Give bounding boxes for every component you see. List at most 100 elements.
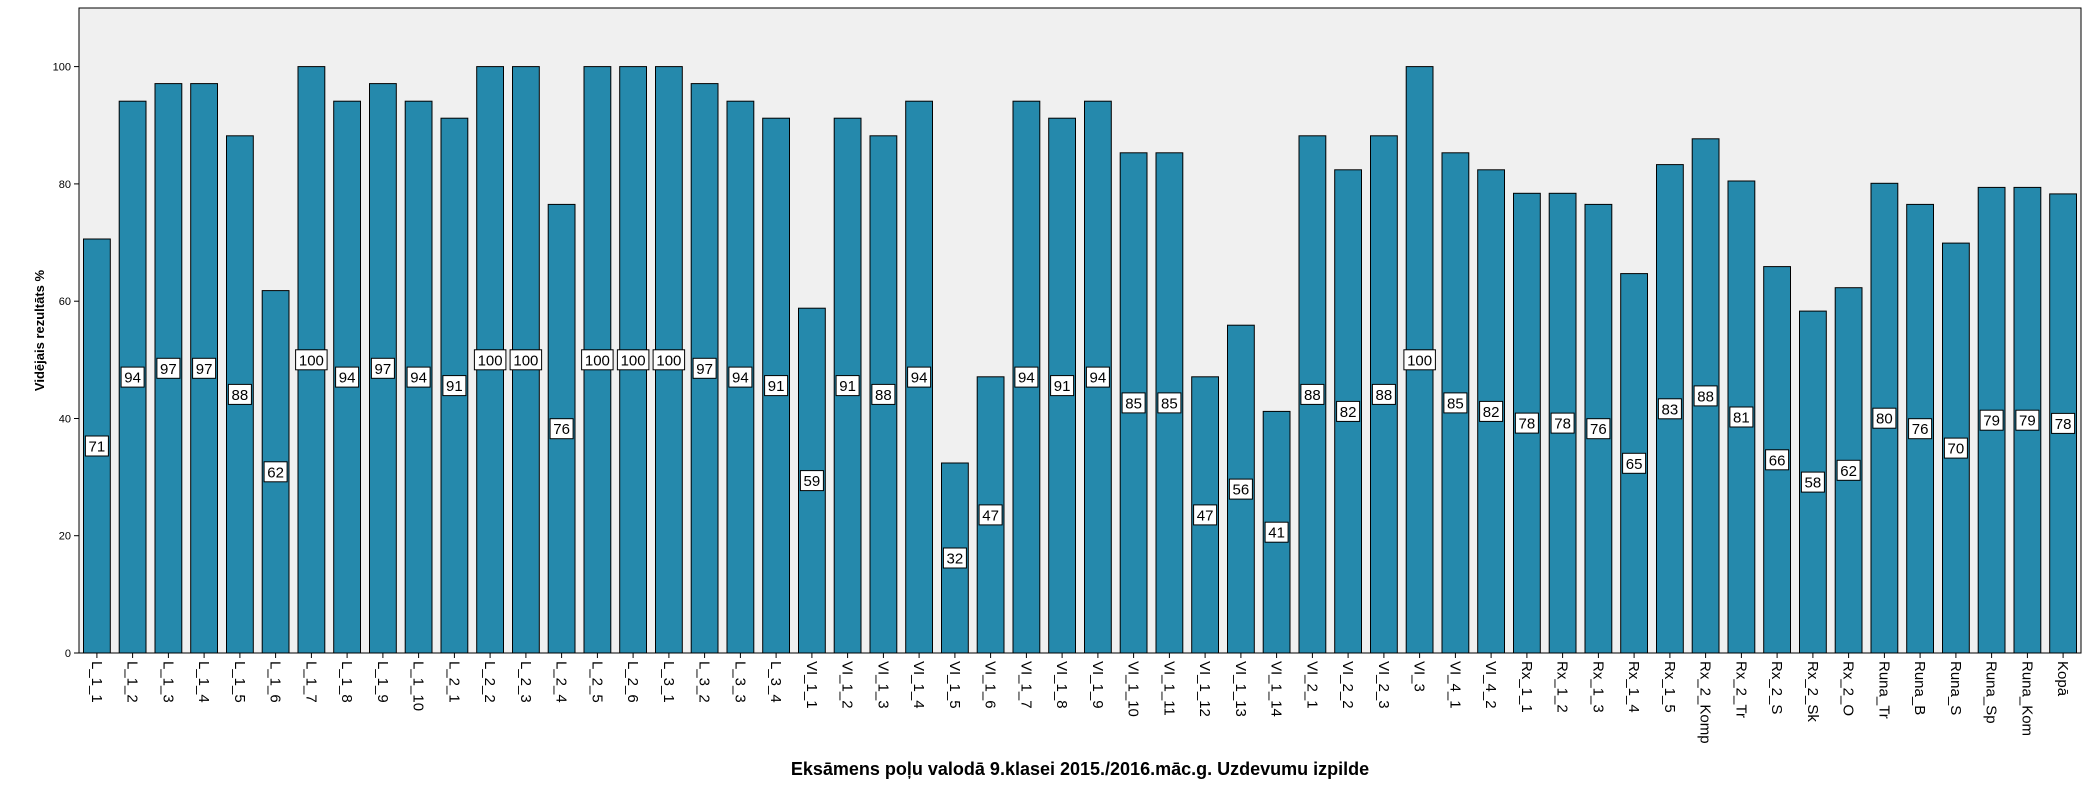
- data-label-L_3_2: 97: [696, 361, 713, 378]
- x-tick-label-Kopā: Kopā: [2054, 661, 2071, 697]
- x-tick-label-L_3_1: L_3_1: [660, 661, 677, 703]
- data-label-VI_4_2: 82: [1483, 404, 1500, 421]
- x-tick-label-VI_1_3: VI_1_3: [874, 661, 891, 709]
- x-tick-label-L_2_2: L_2_2: [481, 661, 498, 703]
- data-label-L_1_10: 94: [410, 370, 427, 387]
- x-tick-label-Rx_1_3: Rx_1_3: [1589, 661, 1606, 713]
- y-tick-label-100: 100: [53, 62, 71, 74]
- x-axis: L_1_1 L_1_2 L_1_3 L_1_4 L_1_5 L_1_6 L_1_7 L_1_8…: [88, 653, 2071, 744]
- data-label-box-VI_1_3: [871, 383, 896, 405]
- x-tick-label-VI_2_1: VI_2_1: [1303, 661, 1320, 709]
- data-label-Rx_2_Tr: 81: [1733, 410, 1750, 427]
- data-label-Rx_1_1: 78: [1519, 416, 1536, 433]
- data-label-box-Runa_Tr: [1872, 407, 1897, 429]
- data-label-VI_2_2: 82: [1340, 404, 1357, 421]
- data-label-L_3_3: 94: [732, 370, 749, 387]
- data-label-box-L_1_2: [120, 366, 145, 388]
- data-label-VI_1_1: 59: [804, 473, 821, 490]
- data-label-Rx_1_4: 65: [1626, 456, 1643, 473]
- data-label-box-VI_1_12: [1193, 504, 1218, 526]
- data-label-box-L_2_1: [442, 375, 467, 397]
- data-label-box-L_1_6: [263, 461, 288, 483]
- data-label-Runa_B: 76: [1912, 421, 1929, 438]
- data-labels-layer: 71 94 97 97 88 62 100 94 97 94 91 100 100 76 100 100 100…: [84, 349, 2076, 569]
- data-label-box-Rx_1_4: [1622, 452, 1647, 474]
- x-tick-label-VI_1_8: VI_1_8: [1053, 661, 1070, 709]
- x-tick-label-L_3_2: L_3_2: [696, 661, 713, 703]
- data-label-Runa_S: 70: [1948, 441, 1965, 458]
- data-label-L_1_9: 97: [375, 361, 392, 378]
- x-tick-label-VI_2_3: VI_2_3: [1375, 661, 1392, 709]
- data-label-VI_4_1: 85: [1447, 395, 1464, 412]
- data-label-box-L_2_4: [549, 418, 574, 440]
- x-tick-label-L_1_7: L_1_7: [302, 661, 319, 703]
- y-tick-label-60: 60: [59, 296, 71, 308]
- data-label-L_1_7: 100: [299, 352, 324, 369]
- x-tick-label-L_1_10: L_1_10: [410, 661, 427, 711]
- data-label-box-VI_2_2: [1336, 400, 1361, 422]
- data-label-Rx_2_S: 66: [1769, 452, 1786, 469]
- data-label-box-VI_1_8: [1050, 375, 1075, 397]
- x-tick-label-L_2_6: L_2_6: [624, 661, 641, 703]
- x-tick-label-Runa_Sp: Runa_Sp: [1983, 661, 2000, 724]
- data-label-VI_1_7: 94: [1018, 370, 1035, 387]
- data-label-box-L_1_7: [295, 349, 328, 371]
- data-label-box-VI_1_13: [1228, 478, 1253, 500]
- x-tick-label-Runa_Tr: Runa_Tr: [1875, 661, 1892, 719]
- data-label-box-L_1_9: [370, 357, 395, 379]
- x-tick-label-L_1_3: L_1_3: [159, 661, 176, 703]
- data-label-box-VI_1_9: [1085, 366, 1110, 388]
- x-tick-label-VI_1_6: VI_1_6: [982, 661, 999, 709]
- data-label-box-L_1_10: [406, 366, 431, 388]
- data-label-Kopā: 78: [2055, 416, 2072, 433]
- data-label-Rx_1_5: 83: [1662, 401, 1679, 418]
- data-label-box-VI_1_7: [1014, 366, 1039, 388]
- data-label-L_1_5: 88: [232, 387, 249, 404]
- data-label-Rx_1_3: 76: [1590, 421, 1607, 438]
- x-tick-label-L_1_2: L_1_2: [124, 661, 141, 703]
- data-label-VI_1_13: 56: [1233, 482, 1250, 499]
- data-label-Runa_Kom: 79: [2019, 413, 2036, 430]
- y-tick-label-40: 40: [59, 414, 71, 426]
- x-tick-label-Rx_1_2: Rx_1_2: [1554, 661, 1571, 713]
- data-label-L_1_2: 94: [124, 370, 141, 387]
- data-label-box-VI_1_4: [907, 366, 932, 388]
- data-label-box-Kopā: [2051, 412, 2076, 434]
- data-label-L_1_8: 94: [339, 370, 356, 387]
- data-label-VI_1_4: 94: [911, 370, 928, 387]
- data-label-L_2_4: 76: [553, 421, 570, 438]
- data-label-VI_1_11: 85: [1161, 395, 1178, 412]
- y-axis: 0 20 40 60 80 100: [53, 62, 79, 660]
- x-tick-label-VI_4_1: VI_4_1: [1446, 661, 1463, 709]
- data-label-box-Rx_2_Tr: [1729, 406, 1754, 428]
- x-tick-label-Rx_1_4: Rx_1_4: [1625, 661, 1642, 713]
- x-tick-label-VI_4_2: VI_4_2: [1482, 661, 1499, 709]
- x-tick-label-VI_1_4: VI_1_4: [910, 661, 927, 709]
- data-label-box-Runa_Sp: [1979, 409, 2004, 431]
- data-label-VI_2_3: 88: [1376, 387, 1393, 404]
- y-tick-label-0: 0: [65, 648, 71, 660]
- x-tick-label-Rx_2_Komp: Rx_2_Komp: [1697, 661, 1714, 744]
- x-tick-label-L_3_3: L_3_3: [731, 661, 748, 703]
- data-label-L_2_3: 100: [513, 352, 538, 369]
- data-label-L_2_6: 100: [621, 352, 646, 369]
- data-label-box-Rx_1_1: [1514, 412, 1539, 434]
- x-tick-label-Runa_S: Runa_S: [1947, 661, 1964, 715]
- data-label-VI_1_12: 47: [1197, 507, 1214, 524]
- data-label-box-VI_1_2: [835, 375, 860, 397]
- data-label-box-L_1_3: [156, 357, 181, 379]
- x-tick-label-L_2_4: L_2_4: [553, 661, 570, 703]
- x-tick-label-L_1_1: L_1_1: [88, 661, 105, 703]
- data-label-VI_1_14: 41: [1268, 525, 1285, 542]
- data-label-box-L_2_5: [581, 349, 614, 371]
- data-label-box-Rx_2_S: [1765, 449, 1790, 471]
- data-label-box-L_2_3: [509, 349, 543, 371]
- data-label-box-Rx_2_Sk: [1800, 471, 1825, 493]
- x-tick-label-Rx_1_5: Rx_1_5: [1661, 661, 1678, 713]
- x-tick-label-L_1_8: L_1_8: [338, 661, 355, 703]
- data-label-box-VI_4_2: [1479, 400, 1504, 422]
- x-tick-label-Runa_B: Runa_B: [1911, 661, 1928, 715]
- data-label-box-L_2_6: [616, 349, 650, 371]
